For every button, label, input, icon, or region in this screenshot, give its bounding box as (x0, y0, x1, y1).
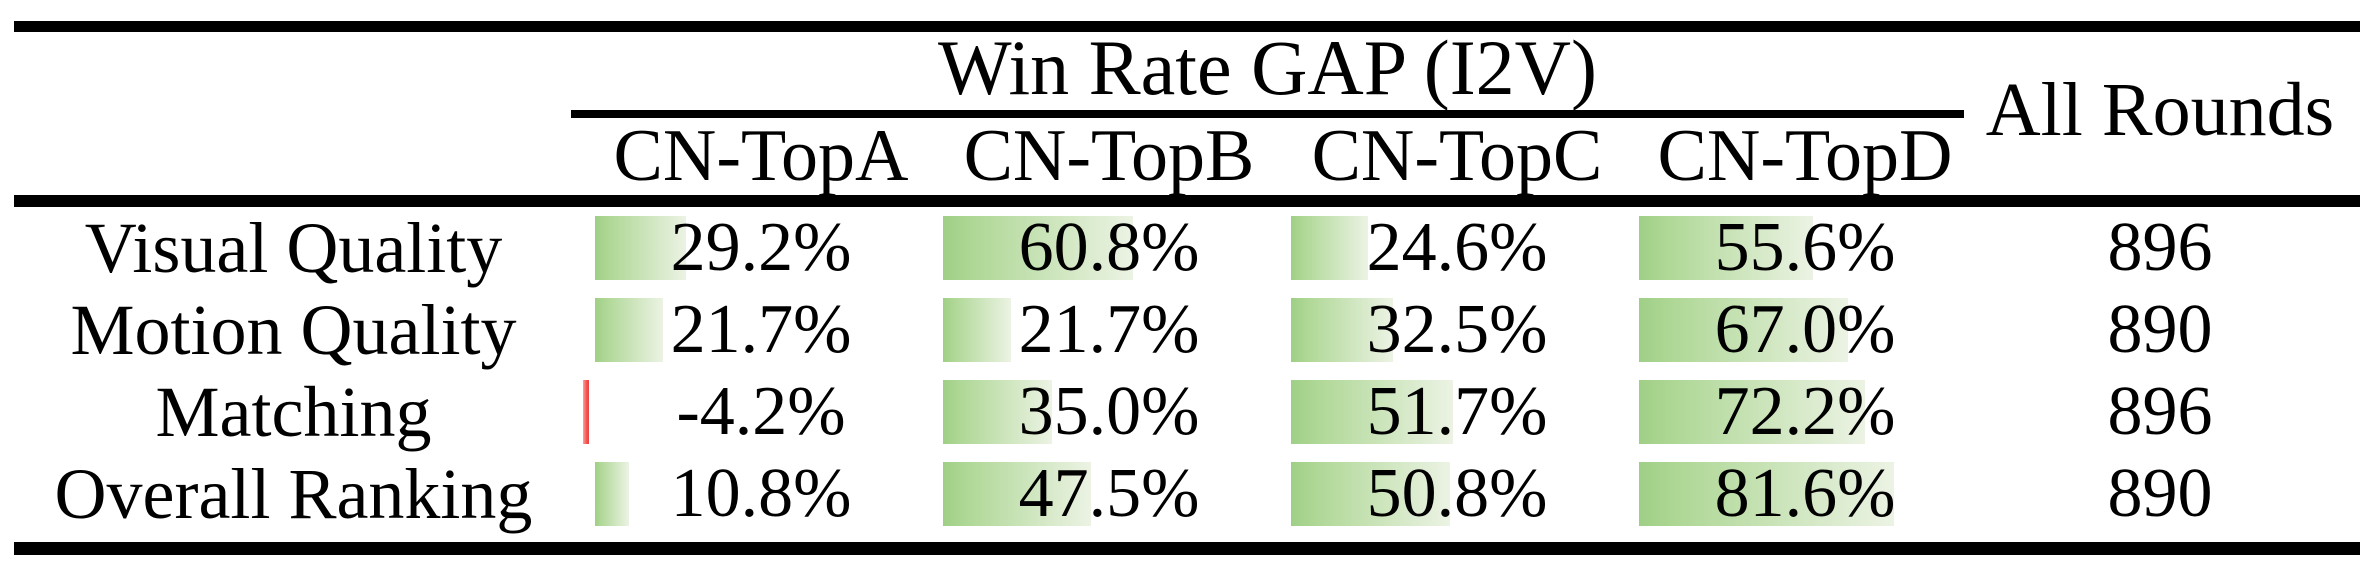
data-cell: 35.0% (935, 371, 1283, 453)
column-header-cn-topc: CN-TopC (1311, 115, 1603, 197)
data-cell: 50.8% (1283, 453, 1631, 535)
data-cell: 72.2% (1631, 371, 1979, 453)
win-rate-value: 60.8% (1018, 209, 1200, 286)
win-rate-value: 50.8% (1366, 455, 1548, 532)
win-rate-bar (1291, 216, 1368, 280)
data-cell: 47.5% (935, 453, 1283, 535)
row-label-matching: Matching (155, 371, 432, 452)
row-label-visual-quality: Visual Quality (84, 207, 503, 288)
column-header-all-rounds: All Rounds (1985, 67, 2335, 152)
win-rate-bar (1639, 298, 1849, 362)
win-rate-value: 10.8% (670, 455, 852, 532)
header-separator-rule (14, 195, 2360, 207)
win-rate-value: -4.2% (676, 373, 846, 450)
data-cell: 51.7% (1283, 371, 1631, 453)
win-rate-bar (1639, 380, 1865, 444)
win-rate-value: 67.0% (1714, 291, 1896, 368)
win-rate-bar (595, 298, 663, 362)
win-rate-value: 35.0% (1018, 373, 1200, 450)
win-rate-bar (943, 216, 1133, 280)
data-cell: 32.5% (1283, 289, 1631, 371)
win-rate-value: 32.5% (1366, 291, 1548, 368)
win-rate-bar (943, 380, 1053, 444)
win-rate-value: 81.6% (1714, 455, 1896, 532)
win-rate-bar (1291, 462, 1450, 526)
all-rounds-value: 896 (2107, 373, 2213, 450)
data-cell: 29.2% (587, 207, 935, 289)
column-header-cn-topb: CN-TopB (963, 115, 1255, 197)
all-rounds-value: 890 (2107, 455, 2213, 532)
win-rate-bar (1639, 216, 1813, 280)
data-cell: 24.6% (1283, 207, 1631, 289)
column-header-cn-topa: CN-TopA (613, 115, 909, 197)
column-header-cn-topd: CN-TopD (1657, 115, 1953, 197)
row-label-overall-ranking: Overall Ranking (54, 453, 533, 534)
win-rate-value: 24.6% (1366, 209, 1548, 286)
win-rate-value: 72.2% (1714, 373, 1896, 450)
win-rate-value: 29.2% (670, 209, 852, 286)
bottom-rule (14, 542, 2360, 555)
all-rounds-value: 890 (2107, 291, 2213, 368)
data-cell: 60.8% (935, 207, 1283, 289)
win-rate-value: 21.7% (1018, 291, 1200, 368)
win-rate-bar (1291, 380, 1453, 444)
win-rate-bar (1639, 462, 1894, 526)
win-rate-bar (943, 462, 1092, 526)
win-rate-bar (1291, 298, 1393, 362)
group-header-win-rate-gap: Win Rate GAP (I2V) (937, 24, 1597, 111)
win-rate-value: 21.7% (670, 291, 852, 368)
data-cell: 67.0% (1631, 289, 1979, 371)
data-cell: -4.2% (583, 371, 935, 453)
data-cell: 81.6% (1631, 453, 1979, 535)
row-label-motion-quality: Motion Quality (70, 289, 517, 370)
top-rule (14, 21, 2360, 32)
win-rate-bar (595, 462, 629, 526)
win-rate-bar-negative (583, 380, 589, 444)
group-header-underline (571, 110, 1964, 118)
data-cell: 55.6% (1631, 207, 1979, 289)
win-rate-bar (943, 298, 1011, 362)
win-rate-value: 47.5% (1018, 455, 1200, 532)
win-rate-value: 55.6% (1714, 209, 1896, 286)
data-cell: 21.7% (587, 289, 935, 371)
win-rate-bar (595, 216, 687, 280)
data-cell: 21.7% (935, 289, 1283, 371)
all-rounds-value: 896 (2107, 209, 2213, 286)
win-rate-value: 51.7% (1366, 373, 1548, 450)
data-cell: 10.8% (587, 453, 935, 535)
